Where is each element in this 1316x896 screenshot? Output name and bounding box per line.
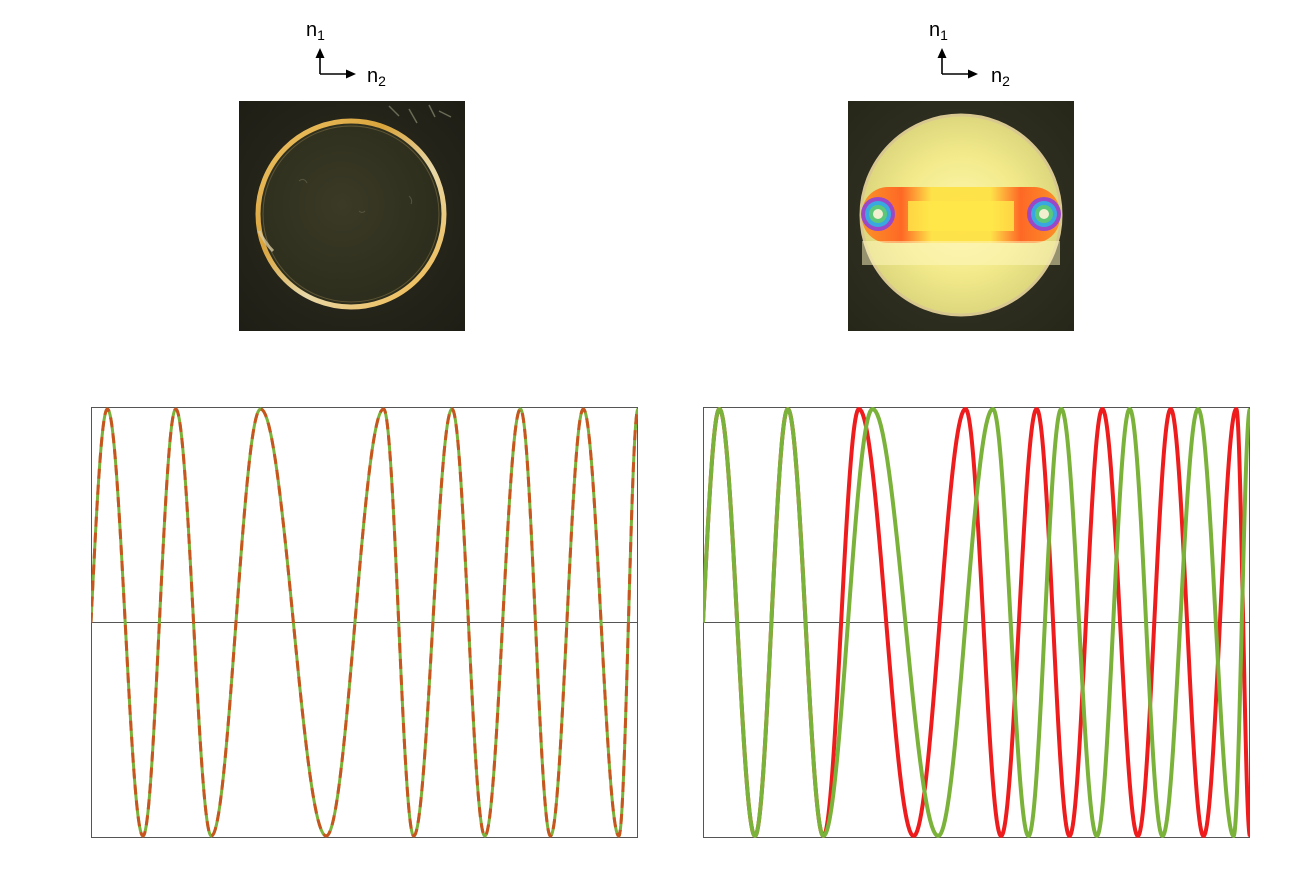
left-chart-svg: [91, 407, 638, 838]
left-n2-label: n2: [367, 65, 386, 89]
left-axis-indicator: n1 n2: [300, 18, 400, 98]
right-n1-label: n1: [929, 19, 948, 43]
left-wave-chart: [91, 407, 638, 838]
right-axis-indicator: n1 n2: [922, 18, 1022, 98]
left-n1-label: n1: [306, 19, 325, 43]
right-wave-series-green: [703, 407, 1250, 838]
left-axis-arrows: [315, 48, 356, 79]
right-wave-chart: [703, 407, 1250, 838]
right-sample-photo: [848, 101, 1074, 331]
right-chart-svg: [703, 407, 1250, 838]
left-wave-series-solid: [91, 407, 638, 838]
left-sample-photo: [239, 101, 465, 331]
right-n2-label: n2: [991, 65, 1010, 89]
right-axis-arrows: [937, 48, 978, 79]
